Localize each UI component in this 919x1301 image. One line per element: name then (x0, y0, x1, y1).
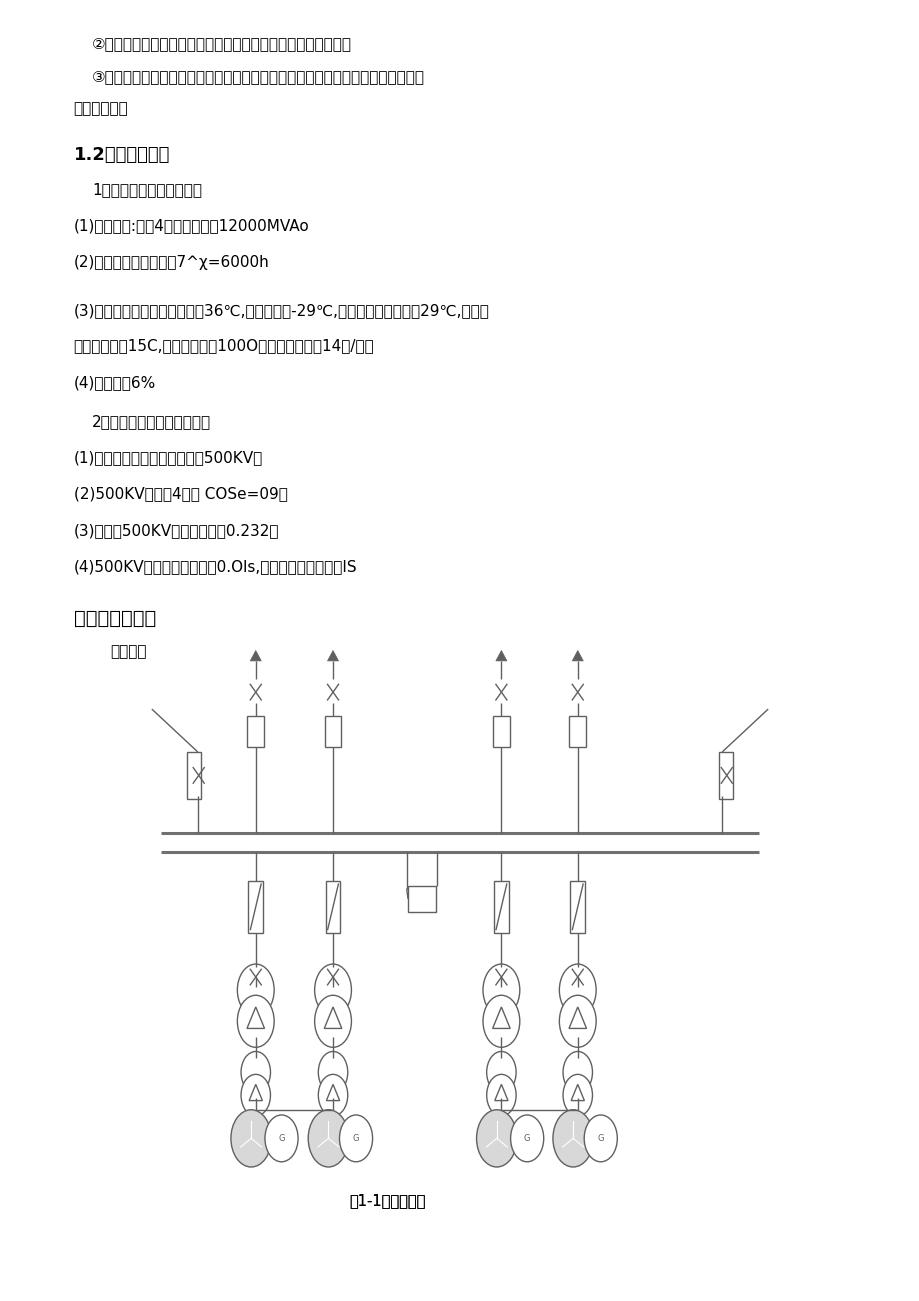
Circle shape (308, 1110, 348, 1167)
Text: (2)机组年利用小时数卶7^χ=6000h: (2)机组年利用小时数卶7^χ=6000h (74, 255, 269, 271)
Bar (570, 881, 584, 933)
Polygon shape (572, 650, 583, 661)
Text: ②占地面积小：电气主接线设计要为配电装置的布置创建条件。: ②占地面积小：电气主接线设计要为配电装置的布置创建条件。 (92, 36, 352, 52)
Circle shape (584, 1115, 617, 1162)
Text: (3)环境条件：当地年最高温度36℃,年最低温度-29℃,最热月平均最高温度29℃,最热月: (3)环境条件：当地年最高温度36℃,年最低温度-29℃,最热月平均最高温度29… (74, 303, 489, 319)
Text: 两种主接线方案: 两种主接线方案 (74, 609, 155, 628)
Text: 平均地下温度15C,当地海拔高度100O米，当地雷暴日14日/年。: 平均地下温度15C,当地海拔高度100O米，当地雷暴日14日/年。 (74, 338, 374, 354)
Text: 加电能损失。: 加电能损失。 (74, 101, 129, 117)
Text: G: G (596, 1134, 604, 1142)
Bar (494, 881, 508, 933)
Circle shape (231, 1110, 271, 1167)
Polygon shape (494, 1084, 507, 1101)
Circle shape (562, 1075, 592, 1116)
Text: G: G (278, 1134, 285, 1142)
Text: 图1-1方案一接线: 图1-1方案一接线 (349, 1193, 425, 1209)
Circle shape (552, 1110, 593, 1167)
Circle shape (314, 995, 351, 1047)
Circle shape (339, 1115, 372, 1162)
Circle shape (559, 964, 596, 1016)
Polygon shape (571, 1084, 584, 1101)
Circle shape (559, 995, 596, 1047)
Text: (1)装机容量:装杓4台，总容量为12000MVAo: (1)装机容量:装杓4台，总容量为12000MVAo (74, 219, 309, 234)
Circle shape (510, 1115, 543, 1162)
Text: (2)500KV架空线4回， COSe=09。: (2)500KV架空线4回， COSe=09。 (74, 487, 287, 502)
Circle shape (482, 995, 519, 1047)
Circle shape (237, 995, 274, 1047)
Polygon shape (250, 650, 261, 661)
Text: 1.2原始资料介绍: 1.2原始资料介绍 (74, 146, 170, 164)
Bar (719, 752, 732, 799)
Circle shape (486, 1075, 516, 1116)
Circle shape (241, 1051, 270, 1093)
Text: (1)电厂联入系统的电压等级为500KV。: (1)电厂联入系统的电压等级为500KV。 (74, 450, 263, 466)
Text: 2电厂与电力系统的连接状况: 2电厂与电力系统的连接状况 (92, 414, 210, 429)
Text: (4)厂用电率6%: (4)厂用电率6% (74, 375, 155, 390)
Bar (325, 881, 340, 933)
Text: G: G (523, 1134, 530, 1142)
Circle shape (237, 964, 274, 1016)
Bar (247, 716, 264, 747)
Circle shape (562, 1051, 592, 1093)
Text: (4)500KV主爱护动作时间为0.Ols,后备爱护动作时间为IS: (4)500KV主爱护动作时间为0.Ols,后备爱护动作时间为IS (74, 559, 357, 575)
Bar (187, 752, 200, 799)
Polygon shape (249, 1084, 262, 1101)
Polygon shape (246, 1007, 265, 1028)
Text: 1凝汽式发电厂建设的规模: 1凝汽式发电厂建设的规模 (92, 182, 202, 198)
Circle shape (476, 1110, 516, 1167)
Polygon shape (323, 1007, 342, 1028)
Polygon shape (568, 1007, 586, 1028)
Polygon shape (492, 1007, 510, 1028)
Text: G: G (352, 1134, 359, 1142)
Bar (569, 716, 585, 747)
Polygon shape (495, 650, 506, 661)
Circle shape (482, 964, 519, 1016)
Text: ③电能损耗少：经济合理地选择主变压器的型式、容量和台数，避开两次变压而增: ③电能损耗少：经济合理地选择主变压器的型式、容量和台数，避开两次变压而增 (92, 69, 425, 85)
Text: 图1-1方案一接线: 图1-1方案一接线 (349, 1193, 425, 1209)
Circle shape (241, 1075, 270, 1116)
Text: 方案一：: 方案一： (110, 644, 147, 660)
Bar (493, 716, 509, 747)
Polygon shape (326, 1084, 339, 1101)
Polygon shape (327, 650, 338, 661)
Bar (408, 886, 436, 912)
Circle shape (318, 1051, 347, 1093)
Circle shape (314, 964, 351, 1016)
Text: (3)归算到500KV系统等値电抗0.232。: (3)归算到500KV系统等値电抗0.232。 (74, 523, 278, 539)
Bar (324, 716, 341, 747)
Bar (248, 881, 263, 933)
Circle shape (318, 1075, 347, 1116)
Circle shape (486, 1051, 516, 1093)
Circle shape (265, 1115, 298, 1162)
